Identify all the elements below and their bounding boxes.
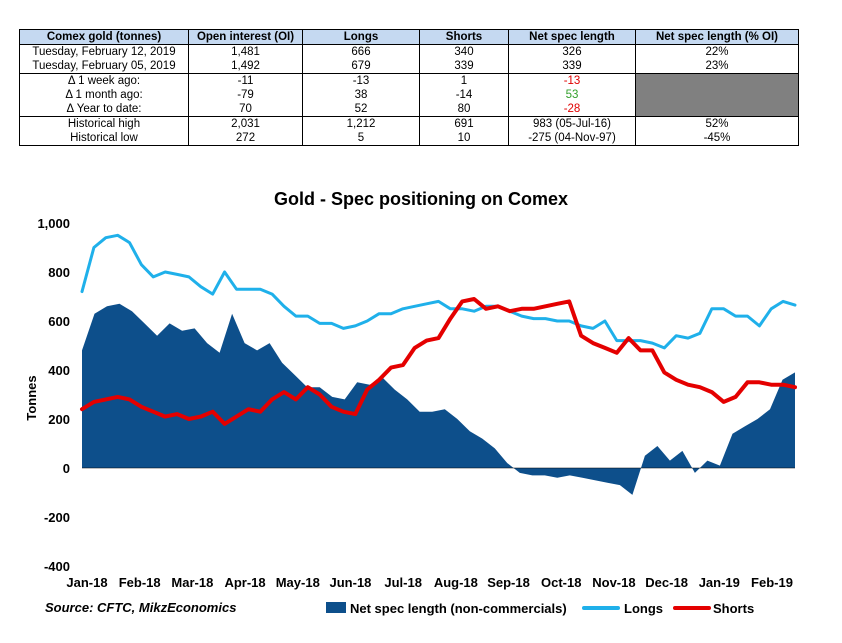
table-row: Tuesday, February 12, 2019 1,481 666 340… — [19, 44, 799, 59]
row-label: Tuesday, February 05, 2019 — [19, 59, 189, 74]
cell-net: 53 — [508, 88, 636, 102]
table-row: Tuesday, February 05, 2019 1,492 679 339… — [19, 59, 799, 74]
y-tick-label: 1,000 — [37, 216, 70, 231]
x-tick-label: Mar-18 — [171, 575, 213, 590]
cell-shorts: 691 — [419, 116, 509, 131]
x-tick-label: Dec-18 — [645, 575, 688, 590]
y-tick-label: 400 — [48, 363, 70, 378]
cell-net: -275 (04-Nov-97) — [508, 131, 636, 146]
net-spec-area — [82, 303, 795, 495]
x-tick-label: Nov-18 — [592, 575, 635, 590]
x-tick-label: Jul-18 — [384, 575, 422, 590]
shorts-series — [80, 297, 797, 426]
cell-net: -13 — [508, 73, 636, 88]
y-axis-label: Tonnes — [24, 375, 39, 420]
cell-shorts: 80 — [419, 102, 509, 117]
y-tick-label: 200 — [48, 412, 70, 427]
table-row: Δ 1 week ago: -11 -13 1 -13 — [19, 73, 799, 117]
y-axis-ticks: -400 -200 0 200 400 600 800 1,000 — [37, 216, 70, 574]
cell-shorts: 339 — [419, 59, 509, 74]
x-tick-label: Jun-18 — [330, 575, 372, 590]
x-tick-label: Jan-19 — [699, 575, 740, 590]
x-tick-label: Aug-18 — [434, 575, 478, 590]
cell-pct: 22% — [635, 44, 799, 59]
table-row: Δ Year to date: 70 52 80 -28 — [19, 102, 799, 117]
col-header-label: Comex gold (tonnes) — [19, 29, 189, 45]
cell-longs: 679 — [302, 59, 420, 74]
cell-pct: -45% — [635, 131, 799, 146]
cell-longs: 38 — [302, 88, 420, 102]
spec-positioning-chart: Gold - Spec positioning on Comex Tonnes … — [24, 189, 797, 616]
x-tick-label: Oct-18 — [541, 575, 581, 590]
cell-oi: 272 — [188, 131, 303, 146]
cell-shorts: 1 — [419, 73, 509, 88]
y-tick-label: -400 — [44, 559, 70, 574]
row-label: Historical high — [19, 116, 189, 131]
cell-oi: -11 — [188, 73, 303, 88]
row-label: Δ 1 month ago: — [19, 88, 189, 102]
legend-label: Net spec length (non-commercials) — [350, 601, 567, 616]
legend-label: Shorts — [713, 601, 754, 616]
shorts-line — [80, 297, 797, 426]
cell-net: 326 — [508, 44, 636, 59]
col-header-oi: Open interest (OI) — [188, 29, 303, 45]
table-row: Historical low 272 5 10 -275 (04-Nov-97)… — [19, 131, 799, 146]
x-tick-label: Apr-18 — [224, 575, 265, 590]
col-header-shorts: Shorts — [419, 29, 509, 45]
col-header-pct: Net spec length (% OI) — [635, 29, 799, 45]
cell-pct: 52% — [635, 116, 799, 131]
cell-oi: 1,481 — [188, 44, 303, 59]
col-header-net: Net spec length — [508, 29, 636, 45]
cell-oi: 1,492 — [188, 59, 303, 74]
legend-swatch-net-spec — [326, 602, 346, 613]
cell-longs: 1,212 — [302, 116, 420, 131]
cell-shorts: 10 — [419, 131, 509, 146]
row-label: Δ Year to date: — [19, 102, 189, 117]
cell-net: 983 (05-Jul-16) — [508, 116, 636, 131]
source-note: Source: CFTC, MikzEconomics — [45, 600, 236, 615]
cell-shorts: -14 — [419, 88, 509, 102]
cell-net: -28 — [508, 102, 636, 117]
x-tick-label: Jan-18 — [66, 575, 107, 590]
x-axis-ticks: Jan-18 Feb-18 Mar-18 Apr-18 May-18 Jun-18 Jul-… — [66, 575, 793, 590]
cell-pct-empty — [635, 73, 799, 117]
row-label: Tuesday, February 12, 2019 — [19, 44, 189, 59]
chart-title: Gold - Spec positioning on Comex — [274, 189, 568, 209]
longs-series — [80, 233, 797, 350]
col-header-longs: Longs — [302, 29, 420, 45]
x-tick-label: Sep-18 — [487, 575, 530, 590]
legend-label: Longs — [624, 601, 663, 616]
cell-longs: 5 — [302, 131, 420, 146]
longs-line — [80, 233, 797, 350]
cell-longs: 52 — [302, 102, 420, 117]
cell-longs: 666 — [302, 44, 420, 59]
chart-legend: Net spec length (non-commercials) Longs Sh… — [326, 601, 754, 616]
table-row: Δ 1 month ago: -79 38 -14 53 — [19, 88, 799, 102]
table-header-row: Comex gold (tonnes) Open interest (OI) L… — [19, 29, 799, 45]
y-tick-label: 600 — [48, 314, 70, 329]
cell-pct: 23% — [635, 59, 799, 74]
y-tick-label: -200 — [44, 510, 70, 525]
cell-longs: -13 — [302, 73, 420, 88]
y-tick-label: 800 — [48, 265, 70, 280]
cell-net: 339 — [508, 59, 636, 74]
cell-oi: 70 — [188, 102, 303, 117]
row-label: Δ 1 week ago: — [19, 73, 189, 88]
comex-gold-table: Comex gold (tonnes) Open interest (OI) L… — [19, 29, 799, 146]
cell-shorts: 340 — [419, 44, 509, 59]
net-spec-area-series — [82, 303, 795, 495]
x-tick-label: Feb-19 — [751, 575, 793, 590]
y-tick-label: 0 — [63, 461, 70, 476]
table-row: Historical high 2,031 1,212 691 983 (05-… — [19, 116, 799, 131]
cell-oi: -79 — [188, 88, 303, 102]
row-label: Historical low — [19, 131, 189, 146]
cell-oi: 2,031 — [188, 116, 303, 131]
x-tick-label: May-18 — [276, 575, 320, 590]
x-tick-label: Feb-18 — [119, 575, 161, 590]
